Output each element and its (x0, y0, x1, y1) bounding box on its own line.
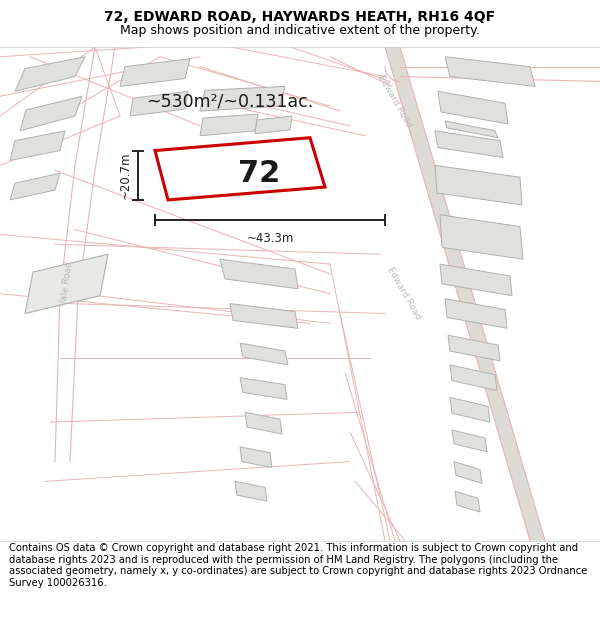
Polygon shape (440, 264, 512, 296)
Polygon shape (255, 116, 292, 134)
Polygon shape (200, 86, 285, 111)
Polygon shape (435, 131, 503, 158)
Polygon shape (200, 114, 258, 136)
Polygon shape (240, 378, 287, 399)
Polygon shape (385, 47, 545, 541)
Polygon shape (450, 365, 497, 391)
Polygon shape (450, 398, 490, 422)
Polygon shape (445, 57, 535, 86)
Polygon shape (438, 91, 508, 124)
Polygon shape (20, 96, 82, 131)
Polygon shape (235, 481, 267, 501)
Polygon shape (130, 91, 188, 116)
Polygon shape (220, 259, 298, 289)
Polygon shape (454, 462, 482, 483)
Text: ~530m²/~0.131ac.: ~530m²/~0.131ac. (146, 92, 314, 110)
Polygon shape (445, 121, 498, 138)
Polygon shape (452, 430, 487, 452)
Polygon shape (240, 447, 272, 468)
Polygon shape (230, 304, 298, 328)
Text: ~43.3m: ~43.3m (247, 231, 293, 244)
Text: Edward Road: Edward Road (385, 266, 422, 322)
Polygon shape (15, 57, 85, 91)
Polygon shape (120, 59, 190, 86)
Polygon shape (25, 254, 108, 314)
Text: Map shows position and indicative extent of the property.: Map shows position and indicative extent… (120, 24, 480, 36)
Text: 72: 72 (238, 159, 281, 188)
Polygon shape (435, 166, 522, 205)
Polygon shape (448, 335, 500, 361)
Polygon shape (445, 299, 507, 328)
Polygon shape (10, 131, 65, 161)
Polygon shape (245, 412, 282, 434)
Polygon shape (440, 215, 523, 259)
Polygon shape (455, 491, 480, 512)
Text: Vale Road: Vale Road (59, 261, 74, 307)
Polygon shape (10, 173, 60, 200)
Polygon shape (240, 343, 288, 365)
Text: 72, EDWARD ROAD, HAYWARDS HEATH, RH16 4QF: 72, EDWARD ROAD, HAYWARDS HEATH, RH16 4Q… (104, 10, 496, 24)
Polygon shape (155, 138, 325, 200)
Text: Contains OS data © Crown copyright and database right 2021. This information is : Contains OS data © Crown copyright and d… (9, 543, 587, 588)
Text: Edward Road: Edward Road (376, 73, 413, 129)
Text: ~20.7m: ~20.7m (119, 151, 132, 199)
